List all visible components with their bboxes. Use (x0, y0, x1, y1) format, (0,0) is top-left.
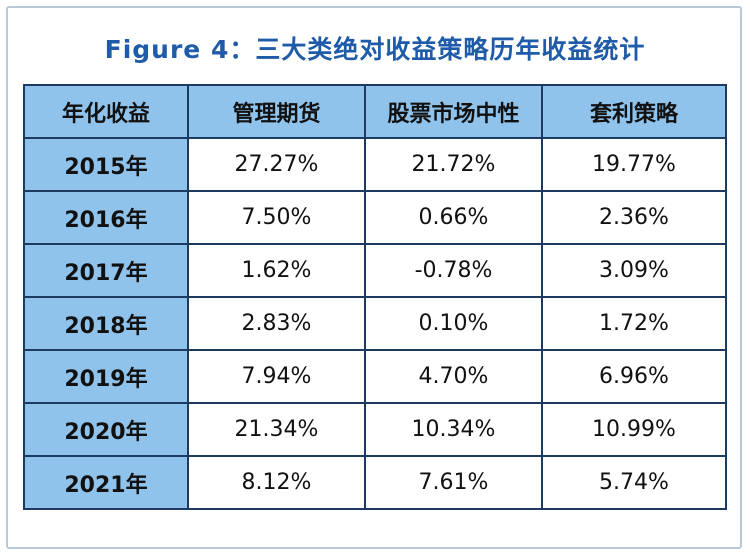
value-cell: 2.36% (541, 190, 727, 245)
row-year-cell: 2021年 (23, 455, 189, 510)
value-cell: 5.74% (541, 455, 727, 510)
value-cell: 27.27% (187, 137, 366, 192)
row-year-cell: 2017年 (23, 243, 189, 298)
header-cell-managed-futures: 管理期货 (187, 84, 366, 139)
figure-frame (6, 6, 742, 549)
value-cell: 7.61% (364, 455, 543, 510)
value-cell: 7.50% (187, 190, 366, 245)
value-cell: 10.99% (541, 402, 727, 457)
header-cell-equity-market-neutral: 股票市场中性 (364, 84, 543, 139)
header-cell-annual-return: 年化收益 (23, 84, 189, 139)
returns-table: 年化收益 管理期货 股票市场中性 套利策略 2015年 27.27% 21.72… (23, 84, 727, 510)
row-year-cell: 2015年 (23, 137, 189, 192)
value-cell: -0.78% (364, 243, 543, 298)
value-cell: 10.34% (364, 402, 543, 457)
table-row: 2016年 7.50% 0.66% 2.36% (23, 190, 727, 245)
value-cell: 4.70% (364, 349, 543, 404)
value-cell: 8.12% (187, 455, 366, 510)
value-cell: 1.62% (187, 243, 366, 298)
header-row: 年化收益 管理期货 股票市场中性 套利策略 (23, 84, 727, 139)
row-year-cell: 2020年 (23, 402, 189, 457)
value-cell: 3.09% (541, 243, 727, 298)
value-cell: 6.96% (541, 349, 727, 404)
table-row: 2021年 8.12% 7.61% 5.74% (23, 455, 727, 510)
table-row: 2018年 2.83% 0.10% 1.72% (23, 296, 727, 351)
value-cell: 21.72% (364, 137, 543, 192)
figure-title: Figure 4：三大类绝对收益策略历年收益统计 (104, 35, 646, 64)
row-year-cell: 2016年 (23, 190, 189, 245)
value-cell: 7.94% (187, 349, 366, 404)
header-cell-arbitrage: 套利策略 (541, 84, 727, 139)
table-row: 2019年 7.94% 4.70% 6.96% (23, 349, 727, 404)
value-cell: 21.34% (187, 402, 366, 457)
value-cell: 19.77% (541, 137, 727, 192)
table-row: 2015年 27.27% 21.72% 19.77% (23, 137, 727, 192)
row-year-cell: 2019年 (23, 349, 189, 404)
table-row: 2017年 1.62% -0.78% 3.09% (23, 243, 727, 298)
table-row: 2020年 21.34% 10.34% 10.99% (23, 402, 727, 457)
row-year-cell: 2018年 (23, 296, 189, 351)
value-cell: 0.10% (364, 296, 543, 351)
value-cell: 0.66% (364, 190, 543, 245)
value-cell: 1.72% (541, 296, 727, 351)
value-cell: 2.83% (187, 296, 366, 351)
